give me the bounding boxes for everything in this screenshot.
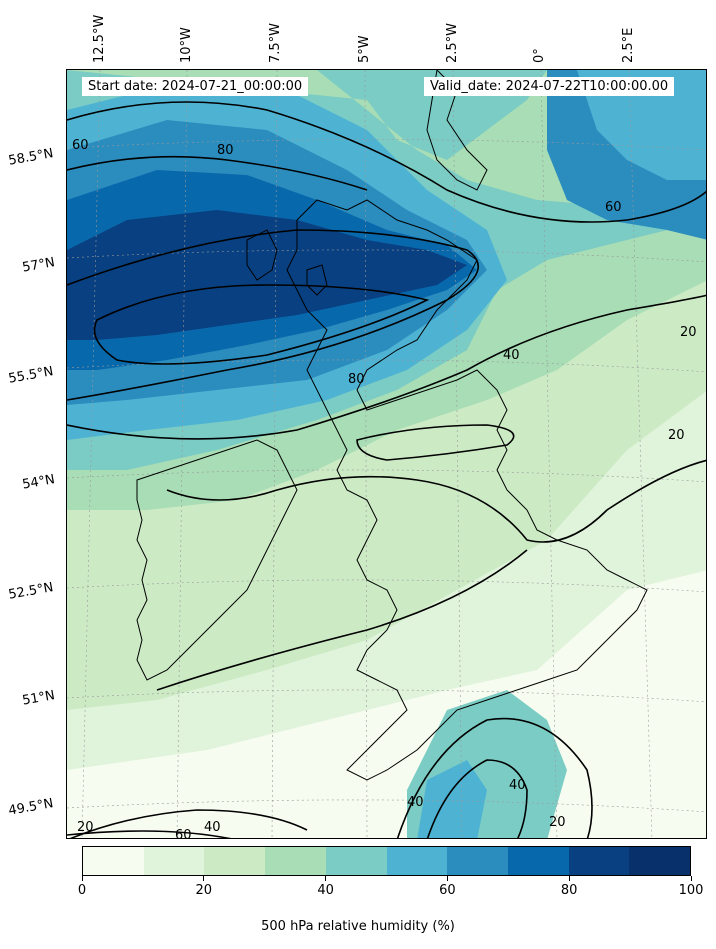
contour-label: 80 — [348, 372, 365, 387]
colorbar — [82, 846, 691, 876]
contour-label: 60 — [605, 200, 622, 215]
colorbar-tick-mark — [690, 876, 692, 881]
contour-label: 20 — [680, 325, 697, 340]
colorbar-tick-mark — [325, 876, 327, 881]
contour-40-main — [67, 294, 706, 440]
colorbar-tick-mark — [446, 876, 448, 881]
colorbar-tick-label: 100 — [678, 883, 704, 898]
colorbar-tick-label: 0 — [77, 883, 87, 898]
colorbar-tick-label: 40 — [317, 883, 334, 898]
colorbar-segment — [386, 847, 448, 875]
colorbar-segment — [325, 847, 387, 875]
contour-80-main — [93, 284, 430, 365]
contour-40-sw — [69, 809, 308, 838]
colorbar-segment — [143, 847, 205, 875]
contour-label: 40 — [204, 820, 221, 835]
humidity-map — [67, 70, 706, 838]
contour-label: 20 — [549, 815, 566, 830]
map-panel: 60 80 60 40 20 20 80 40 40 20 20 60 40 — [66, 69, 707, 839]
longitude-label: 5°W — [357, 35, 372, 63]
colorbar-tick-label: 20 — [195, 883, 213, 898]
latitude-label: 49.5°N — [7, 796, 55, 819]
longitude-label: 10°W — [179, 27, 194, 63]
colorbar-segment — [265, 847, 326, 875]
contour-label: 60 — [72, 138, 89, 153]
longitude-label: 2.5°E — [621, 27, 636, 63]
contour-label: 40 — [503, 348, 520, 363]
rh-band-ne-50-60 — [577, 70, 706, 180]
colorbar-tick-mark — [203, 876, 205, 881]
colorbar-tick-label: 60 — [439, 883, 456, 898]
contour-40-inner — [356, 424, 515, 461]
rh-band-80-90 — [67, 210, 467, 340]
contour-label: 20 — [77, 820, 94, 835]
colorbar-segment — [204, 847, 266, 875]
colorbar-segment — [507, 847, 569, 875]
colorbar-segment — [83, 847, 144, 875]
valid-date-label: Valid_date: 2024-07-22T10:00:00.00 — [424, 77, 675, 96]
contour-20-south — [156, 549, 528, 691]
contour-label: 80 — [217, 143, 234, 158]
colorbar-segment — [568, 847, 630, 875]
contour-60-north — [67, 101, 706, 223]
rh-band-north-mid — [67, 70, 706, 205]
latitude-label: 58.5°N — [7, 146, 55, 169]
latitude-label: 51°N — [21, 688, 57, 709]
latitude-label: 57°N — [21, 255, 57, 276]
start-date-label: Start date: 2024-07-21_00:00:00 — [82, 77, 309, 96]
contour-label: 60 — [175, 828, 192, 839]
contour-60-main — [67, 229, 479, 401]
colorbar-tick-mark — [568, 876, 570, 881]
colorbar-segment — [447, 847, 508, 875]
latitude-label: 52.5°N — [7, 580, 55, 603]
coastlines — [136, 70, 648, 781]
contour-lines — [67, 101, 706, 838]
contour-label: 40 — [407, 795, 424, 810]
latitude-label: 55.5°N — [7, 364, 55, 387]
contour-80-north — [67, 155, 368, 191]
longitude-label: 0° — [532, 48, 547, 63]
longitude-label: 2.5°W — [445, 22, 460, 63]
contour-label: 20 — [668, 428, 685, 443]
longitude-label: 7.5°W — [268, 22, 283, 63]
colorbar-segment — [629, 847, 691, 875]
contour-label: 40 — [509, 778, 526, 793]
contour-40-s — [426, 759, 528, 838]
colorbar-label: 500 hPa relative humidity (%) — [261, 919, 455, 934]
longitude-label: 12.5°W — [92, 14, 107, 63]
contour-20-s — [396, 717, 593, 838]
colorbar-tick-label: 80 — [560, 883, 578, 898]
contour-20-sw — [67, 830, 232, 838]
contour-20-east — [166, 459, 706, 543]
colorbar-tick-mark — [81, 876, 83, 881]
latitude-label: 54°N — [21, 472, 57, 493]
